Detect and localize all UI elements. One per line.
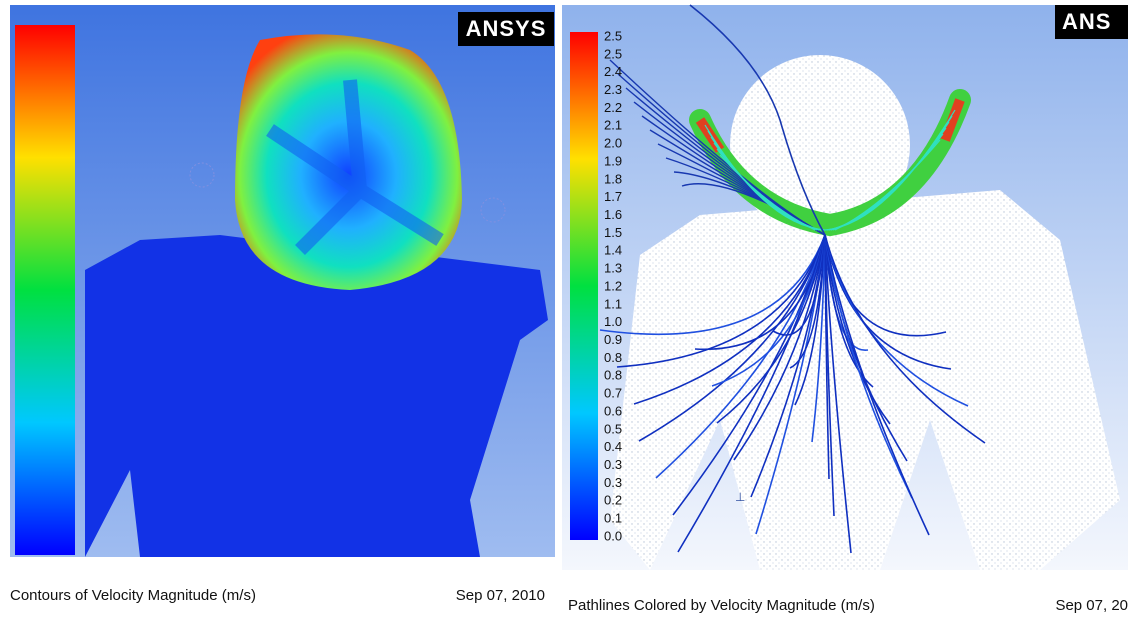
colorbar-label: 0.8 — [604, 350, 622, 365]
colorbar-label: 0.1 — [604, 511, 622, 526]
colorbar-label: 1.0 — [604, 314, 622, 329]
colorbar-label: 0.7 — [604, 386, 622, 401]
colorbar-label: 0.9 — [604, 332, 622, 347]
date: Sep 07, 2010 — [456, 587, 545, 604]
colorbar-label: 2.5 — [604, 28, 622, 43]
caption: Contours of Velocity Magnitude (m/s) — [10, 587, 256, 604]
colorbar-label: 2.1 — [604, 118, 622, 133]
colorbar-label: 1.2 — [604, 278, 622, 293]
colorbar-label: 0.3 — [604, 475, 622, 490]
colorbar-label: 1.5 — [604, 225, 622, 240]
colorbar-label: 1.7 — [604, 189, 622, 204]
date: Sep 07, 20 — [1055, 597, 1128, 614]
colorbar-label: 2.2 — [604, 100, 622, 115]
colorbar-label: 1.9 — [604, 153, 622, 168]
caption: Pathlines Colored by Velocity Magnitude … — [568, 597, 875, 614]
colorbar-label: 0.2 — [604, 493, 622, 508]
colorbar-label: 0.5 — [604, 421, 622, 436]
page: {"left_panel": {"logo": "ANSYS", "captio… — [0, 0, 1132, 619]
colorbar-label: 0.6 — [604, 403, 622, 418]
colorbar-label: 2.4 — [604, 64, 622, 79]
colorbar-label: 1.1 — [604, 296, 622, 311]
logo: ANS — [1062, 9, 1111, 34]
colorbar-label: 0.4 — [604, 439, 622, 454]
colorbar-label: 1.6 — [604, 207, 622, 222]
colorbar-label: 0.0 — [604, 528, 622, 543]
colorbar-label: 2.0 — [604, 136, 622, 151]
head-contour — [235, 34, 462, 290]
colorbar — [570, 32, 598, 540]
figure: ANSYS Contours of Velocity Magnitude (m/… — [0, 0, 1132, 619]
colorbar-label: 2.3 — [604, 82, 622, 97]
logo: ANSYS — [466, 16, 547, 41]
colorbar-label: 2.5 — [604, 46, 622, 61]
colorbar-label: 1.8 — [604, 171, 622, 186]
axis-triad: ⊥ — [735, 490, 745, 504]
colorbar-label: 1.4 — [604, 243, 622, 258]
colorbar-labels: 2.5 2.5 2.4 2.3 2.2 2.1 2.0 1.9 1.8 1.7 1.6 1.5 1.4 1… — [604, 28, 622, 543]
colorbar — [15, 25, 75, 555]
colorbar-label: 0.8 — [604, 368, 622, 383]
colorbar-label: 0.3 — [604, 457, 622, 472]
colorbar-label: 1.3 — [604, 261, 622, 276]
